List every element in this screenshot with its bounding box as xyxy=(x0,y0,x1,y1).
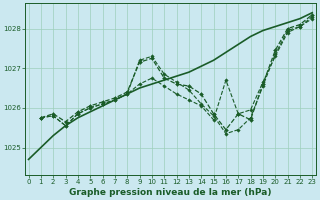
X-axis label: Graphe pression niveau de la mer (hPa): Graphe pression niveau de la mer (hPa) xyxy=(69,188,272,197)
